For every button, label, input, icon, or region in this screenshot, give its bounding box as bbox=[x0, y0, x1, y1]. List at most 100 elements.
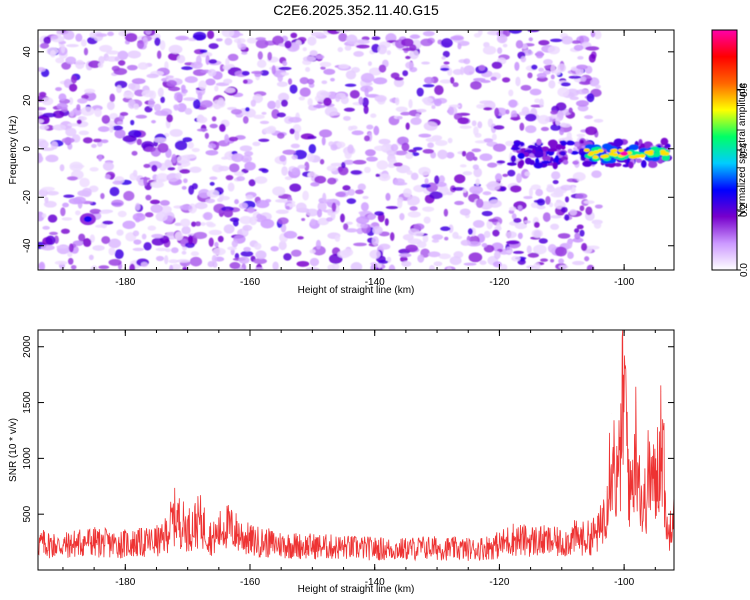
heatmap-cell bbox=[486, 219, 493, 230]
x-tick-label: -100 bbox=[614, 277, 634, 288]
heatmap-cell bbox=[337, 46, 344, 53]
heatmap-cell bbox=[143, 242, 152, 251]
heatmap-cell bbox=[525, 125, 537, 134]
heatmap-cell bbox=[316, 208, 323, 218]
heatmap-cell bbox=[136, 39, 145, 49]
heatmap-cell bbox=[47, 214, 58, 223]
heatmap-cell bbox=[500, 186, 506, 192]
heatmap-cell bbox=[218, 165, 230, 172]
heatmap-cell bbox=[132, 230, 140, 237]
heatmap-cell bbox=[416, 87, 424, 97]
heatmap-cell bbox=[49, 231, 58, 236]
heatmap-cell bbox=[554, 200, 566, 210]
heatmap-cell bbox=[491, 133, 497, 141]
heatmap-cell bbox=[168, 44, 183, 54]
heatmap-cell bbox=[401, 38, 414, 47]
heatmap-cell bbox=[133, 103, 140, 110]
heatmap-cell bbox=[360, 223, 369, 229]
heatmap-cell bbox=[550, 74, 555, 80]
heatmap-cell bbox=[307, 98, 313, 107]
heatmap-cell bbox=[488, 199, 502, 208]
heatmap-cell bbox=[331, 202, 337, 212]
spectrogram-y-ticks: -40 -20 0 20 40 bbox=[22, 46, 674, 253]
heatmap-cell bbox=[407, 201, 414, 206]
heatmap-cell bbox=[434, 85, 444, 96]
heatmap-cell bbox=[70, 265, 77, 270]
heatmap-cell bbox=[443, 61, 450, 65]
heatmap-cell bbox=[282, 60, 288, 67]
x-tick-label: -120 bbox=[489, 577, 509, 588]
heatmap-cell bbox=[176, 102, 187, 113]
heatmap-signal-cell bbox=[588, 151, 595, 155]
heatmap-cell bbox=[38, 261, 46, 270]
heatmap-cell bbox=[224, 87, 236, 94]
heatmap-cell bbox=[502, 173, 509, 178]
colorbar-ticks: 0.0 0.2 0.4 0.6 bbox=[737, 83, 750, 277]
heatmap-cell bbox=[122, 220, 136, 230]
heatmap-cell bbox=[581, 243, 588, 252]
heatmap-cell bbox=[460, 66, 465, 76]
colorbar-tick-label: 0.4 bbox=[739, 143, 750, 157]
heatmap-cell bbox=[413, 223, 425, 230]
heatmap-cell bbox=[135, 114, 148, 119]
heatmap-cell bbox=[393, 162, 403, 167]
heatmap-cell bbox=[356, 44, 370, 49]
heatmap-cell bbox=[281, 166, 288, 176]
heatmap-cell bbox=[352, 159, 367, 165]
heatmap-cell bbox=[367, 61, 372, 67]
heatmap-cell bbox=[410, 172, 419, 181]
heatmap-cell bbox=[182, 266, 188, 270]
heatmap-cell bbox=[191, 183, 198, 190]
heatmap-cell bbox=[418, 166, 431, 176]
heatmap-cell bbox=[377, 44, 387, 55]
heatmap-cell bbox=[533, 244, 547, 255]
heatmap-cell bbox=[350, 170, 363, 175]
heatmap-cell bbox=[346, 198, 357, 204]
heatmap-cell bbox=[307, 153, 315, 162]
heatmap-cell bbox=[141, 233, 147, 240]
heatmap-cell bbox=[40, 244, 55, 251]
heatmap-cell bbox=[488, 218, 499, 223]
heatmap-cell bbox=[38, 153, 43, 163]
y-tick-label: 40 bbox=[22, 46, 33, 58]
heatmap-cell bbox=[283, 230, 298, 239]
heatmap-cell bbox=[496, 160, 506, 164]
heatmap-cell bbox=[449, 256, 462, 266]
heatmap-cell bbox=[365, 149, 376, 157]
heatmap-cell bbox=[282, 149, 296, 155]
heatmap-cell bbox=[508, 99, 518, 108]
heatmap-cell bbox=[101, 114, 111, 124]
heatmap-cell bbox=[127, 50, 142, 59]
heatmap-cell bbox=[595, 84, 601, 89]
figure-title: C2E6.2025.352.11.40.G15 bbox=[273, 2, 439, 18]
heatmap-cell bbox=[70, 75, 77, 84]
y-tick-label: 20 bbox=[22, 94, 33, 106]
heatmap-cell bbox=[372, 226, 383, 235]
heatmap-cell bbox=[340, 95, 349, 105]
heatmap-cell bbox=[533, 150, 544, 159]
heatmap-cell bbox=[431, 239, 440, 243]
heatmap-cell bbox=[472, 219, 485, 228]
heatmap-cell bbox=[591, 170, 602, 179]
heatmap-cell bbox=[406, 170, 413, 176]
heatmap-cell bbox=[405, 152, 414, 160]
heatmap-cell bbox=[111, 199, 124, 207]
heatmap-signal-cell bbox=[650, 146, 659, 152]
heatmap-cell bbox=[338, 32, 348, 42]
heatmap-cell bbox=[214, 241, 219, 248]
heatmap-cell bbox=[334, 234, 341, 242]
heatmap-cell bbox=[342, 185, 351, 191]
heatmap-cell bbox=[477, 30, 483, 36]
heatmap-cell bbox=[394, 150, 409, 156]
heatmap-cell bbox=[628, 161, 634, 169]
spectrogram-y-label: Frequency (Hz) bbox=[8, 116, 19, 185]
heatmap-cell bbox=[548, 202, 554, 208]
heatmap-cell bbox=[284, 40, 292, 49]
heatmap-cell bbox=[528, 187, 533, 198]
snr-frame bbox=[37, 329, 675, 571]
heatmap-cell bbox=[524, 171, 531, 177]
heatmap-cell bbox=[465, 151, 475, 162]
heatmap-cell bbox=[560, 151, 567, 156]
heatmap-cell bbox=[299, 87, 311, 97]
heatmap-cell bbox=[148, 98, 155, 108]
